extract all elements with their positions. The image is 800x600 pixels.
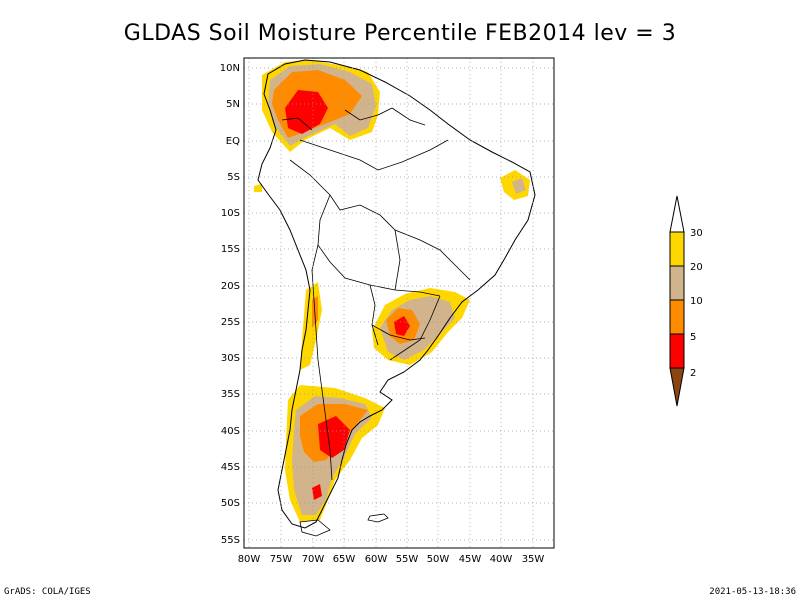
tierra-del-fuego [299, 519, 331, 537]
footer-left: GrADS: COLA/IGES [4, 587, 91, 597]
legend-label: 10 [690, 296, 703, 307]
lon-tick-label: 80W [238, 554, 261, 565]
lat-tick-label: 30S [221, 353, 240, 364]
legend-label: 5 [690, 332, 696, 343]
country-borders [281, 107, 471, 481]
lat-axis: 10N 5N EQ 5S 10S 15S 20S 25S 30S 35S 40S… [220, 63, 240, 546]
shade-west-yellow [254, 184, 262, 192]
color-legend: 30 20 10 5 2 [669, 195, 703, 407]
legend-swatch-2-5 [669, 333, 685, 369]
lat-tick-label: 50S [221, 498, 240, 509]
lon-tick-label: 75W [270, 554, 293, 565]
lat-tick-label: 10N [220, 63, 240, 74]
legend-bottom-arrow [669, 367, 685, 407]
footer-right: 2021-05-13-18:36 [709, 587, 796, 597]
map-frame [243, 57, 555, 549]
map-title: GLDAS Soil Moisture Percentile FEB2014 l… [124, 21, 676, 46]
lon-tick-label: 55W [396, 554, 419, 565]
lat-tick-label: 25S [221, 317, 240, 328]
lat-tick-label: 20S [221, 281, 240, 292]
shade-ne-tan [512, 178, 526, 194]
coastline [257, 59, 536, 529]
shade-north-red [285, 90, 328, 134]
lon-tick-label: 70W [302, 554, 325, 565]
lat-tick-label: 5S [227, 172, 240, 183]
falkland-islands [367, 513, 389, 523]
lat-tick-label: 10S [221, 208, 240, 219]
lon-tick-label: 60W [365, 554, 388, 565]
lon-tick-label: 40W [490, 554, 513, 565]
legend-label: 2 [690, 368, 696, 379]
legend-label: 30 [690, 228, 703, 239]
lon-axis: 80W 75W 70W 65W 60W 55W 50W 45W 40W 35W [238, 554, 545, 565]
legend-label: 20 [690, 262, 703, 273]
lat-tick-label: 5N [226, 99, 240, 110]
lon-tick-label: 65W [333, 554, 356, 565]
lat-tick-label: 40S [221, 426, 240, 437]
legend-swatch-10-20 [669, 265, 685, 301]
legend-swatch-5-10 [669, 299, 685, 335]
lat-tick-label: EQ [226, 136, 240, 147]
shade-south-red-2 [312, 484, 322, 500]
lat-tick-label: 35S [221, 389, 240, 400]
shade-se-red [394, 316, 410, 336]
shading-layer [254, 60, 530, 522]
lon-tick-label: 50W [427, 554, 450, 565]
lat-tick-label: 15S [221, 244, 240, 255]
grid-lines [244, 58, 554, 548]
legend-top-arrow [669, 195, 685, 233]
lon-tick-label: 45W [459, 554, 482, 565]
lat-tick-label: 55S [221, 535, 240, 546]
lat-tick-label: 45S [221, 462, 240, 473]
legend-swatch-20-30 [669, 231, 685, 267]
shade-south-red [318, 416, 350, 458]
lon-tick-label: 35W [522, 554, 545, 565]
